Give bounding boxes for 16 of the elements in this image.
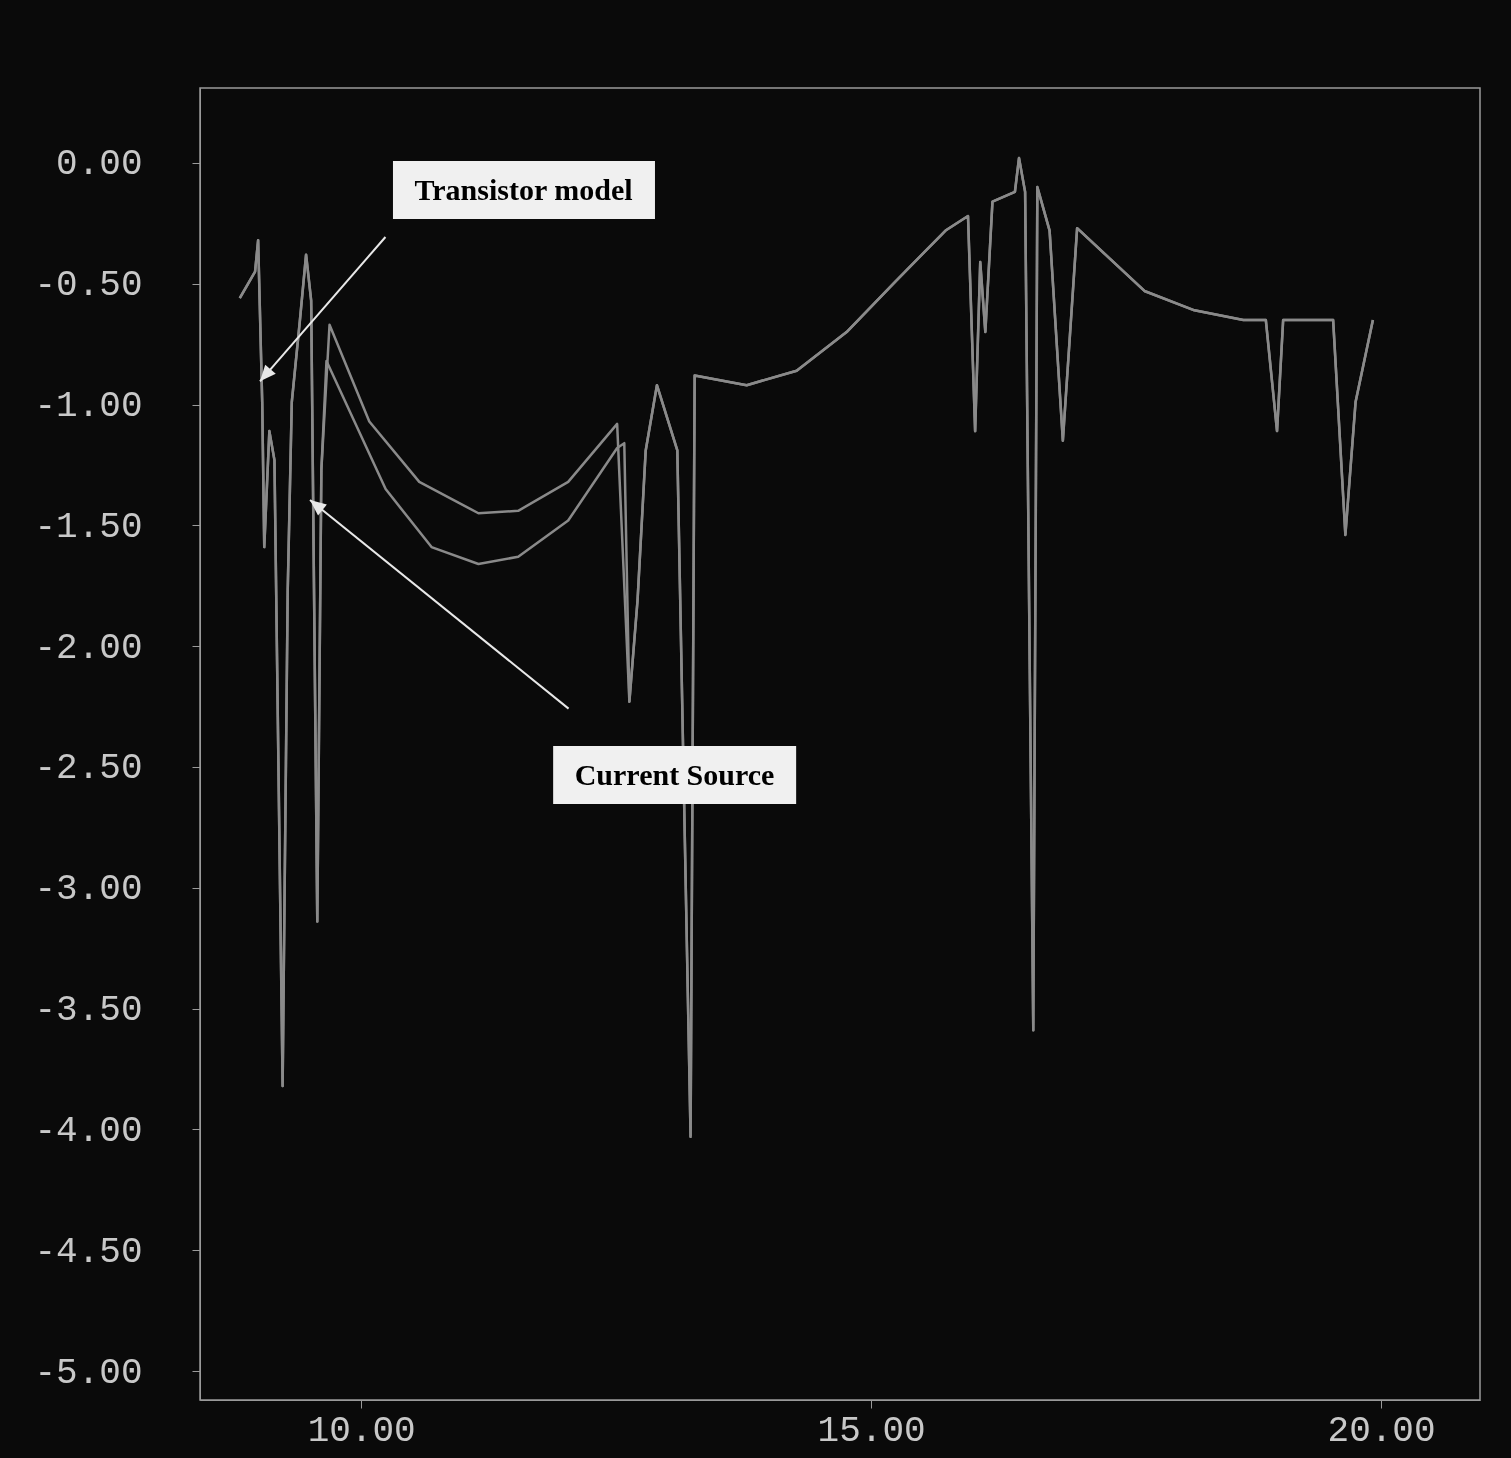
x-tick-label: 20.00 (1327, 1410, 1436, 1452)
y-tick-label: -1.00 (34, 386, 143, 428)
y-tick-label: 0.00 (56, 144, 143, 186)
y-tick-label: -4.50 (34, 1231, 143, 1273)
y-tick-label: -0.50 (34, 265, 143, 307)
annotation: Transistor model (392, 161, 655, 220)
y-tick-label: -3.00 (34, 869, 143, 911)
y-tick-label: -1.50 (34, 506, 143, 548)
annotation: Current Source (552, 746, 797, 805)
x-tick-label: 15.00 (817, 1410, 926, 1452)
y-tick-label: -2.50 (34, 748, 143, 790)
y-tick-label: -2.00 (34, 627, 143, 669)
x-tick-label: 10.00 (307, 1410, 416, 1452)
y-tick-label: -3.50 (34, 990, 143, 1032)
y-tick-label: -4.00 (34, 1110, 143, 1152)
y-tick-label: -5.00 (34, 1352, 143, 1394)
